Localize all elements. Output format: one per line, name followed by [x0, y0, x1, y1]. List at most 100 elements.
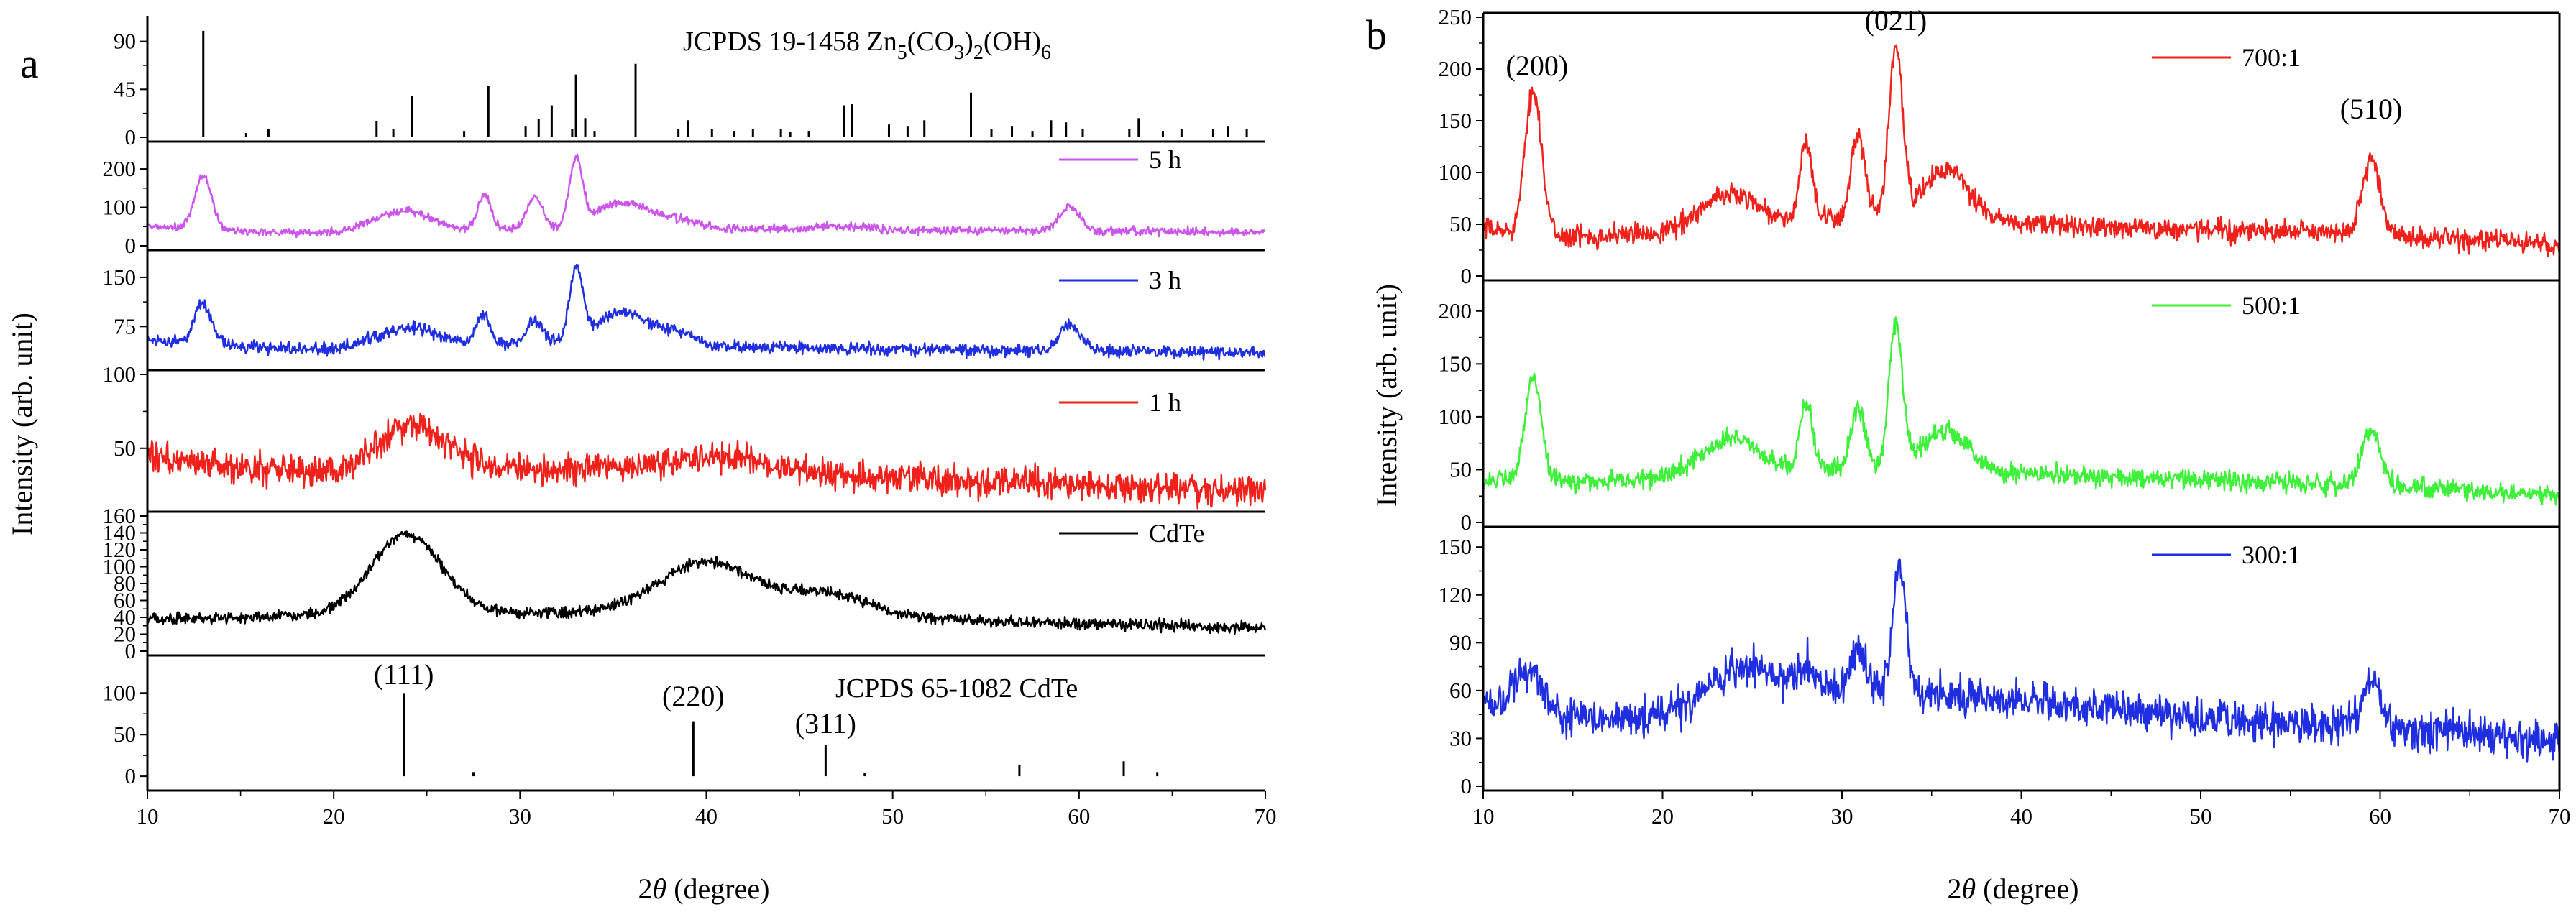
a-cdte-ytick-label: 160	[103, 503, 137, 528]
panel-a-ylabel: Intensity (arb. unit)	[6, 313, 38, 535]
panel-b-xtick-label: 50	[2190, 803, 2212, 829]
a-5h-legend-label: 5 h	[1149, 145, 1181, 174]
panel-b-xtick-label: 40	[2010, 803, 2032, 829]
a-1h-legend-label: 1 h	[1149, 388, 1181, 417]
a-ref-top-title-sub3: 2	[973, 42, 984, 64]
b-500-ytick-label: 100	[1439, 404, 1472, 429]
a-cdte-ytick-label: 80	[114, 571, 136, 596]
panel-b-xtick-label: 30	[1831, 803, 1853, 829]
panel-a-xaxis: 10 20 30 40 50 60 70	[137, 791, 1277, 829]
b-700-peak-label: (021)	[1865, 4, 1928, 37]
b-300-legend-label: 300:1	[2242, 540, 2301, 569]
panel-a-xtick-label: 40	[695, 803, 718, 829]
a-ref-top-ytick-label: 45	[114, 76, 136, 101]
panel-b-letter: b	[1366, 11, 1387, 58]
a-cdte-legend-label: CdTe	[1149, 519, 1204, 548]
a-cdte-series-line	[146, 530, 1267, 635]
panel-b-xaxis: 10 20 30 40 50 60 70	[1472, 791, 2571, 829]
b-700-ytick-label: 150	[1439, 108, 1472, 133]
a-3h-subplot: 75 150 3 h	[103, 249, 1266, 372]
a-ref-bottom-ytick-label: 50	[114, 722, 136, 747]
panel-a-xlabel-suffix: (degree)	[666, 872, 769, 905]
a-ref-bottom-title: JCPDS 65-1082 CdTe	[835, 673, 1078, 704]
a-5h-series-line	[146, 153, 1266, 239]
b-700-ytick-label: 100	[1439, 160, 1472, 185]
b-700-subplot: 0 50 100 150 200 250 700:1 (200) (021) (510)	[1439, 4, 2561, 288]
a-3h-ytick-label: 75	[114, 313, 136, 338]
panel-a-xlabel-prefix: 2	[638, 872, 653, 905]
panel-a-xtick-label: 30	[509, 803, 531, 829]
panel-b-xtick-label: 70	[2549, 803, 2571, 829]
panel-a-xtick-label: 60	[1068, 803, 1090, 829]
panel-b-ylabel: Intensity (arb. unit)	[1370, 284, 1403, 507]
panel-b-xtick-label: 20	[1651, 803, 1674, 829]
panel-a-xtick-label: 20	[323, 803, 345, 829]
a-ref-bottom-peak-label: (111)	[374, 658, 434, 691]
panel-b-plot: 050100150200250700:1(200)(021)(510)05010…	[1439, 4, 2571, 829]
a-ref-bottom-subplot: 0 50 100 (111) (220) (311)	[103, 654, 1265, 792]
b-700-peak-label: (200)	[1506, 50, 1569, 82]
panel-a-letter: a	[20, 40, 39, 87]
a-cdte-ytick-label: 0	[125, 638, 137, 663]
a-1h-series-line	[146, 413, 1267, 510]
b-700-series-line	[1482, 44, 2561, 257]
a-ref-top-title-sub1: 5	[897, 42, 907, 64]
b-500-ytick-label: 150	[1439, 351, 1472, 376]
a-1h-subplot: 50 100 1 h	[103, 361, 1267, 513]
a-ref-bottom-ytick-label: 0	[125, 763, 137, 788]
a-ref-top-title: JCPDS 19-1458 Zn5(CO3)2(OH)6	[683, 27, 1051, 64]
a-ref-top-ytick-label: 90	[114, 29, 136, 54]
panel-b-xlabel-theta: θ	[1962, 872, 1976, 905]
a-ref-top-title-mid3: (OH)	[984, 27, 1041, 57]
a-3h-series-line	[146, 264, 1266, 361]
a-5h-ytick-label: 200	[103, 156, 137, 181]
b-300-subplot: 0 30 60 90 120 150 300:1	[1439, 525, 2561, 798]
a-ref-bottom-peak-label: (220)	[662, 680, 725, 712]
a-ref-bottom-peak-label: (311)	[795, 707, 856, 740]
b-500-ytick-label: 0	[1461, 510, 1472, 535]
b-500-ytick-label: 50	[1449, 456, 1472, 482]
a-ref-top-title-sub2: 3	[954, 42, 964, 64]
a-cdte-ytick-label: 100	[103, 554, 137, 579]
b-300-ytick-label: 60	[1449, 678, 1472, 703]
b-700-ytick-label: 200	[1439, 56, 1472, 81]
a-5h-ytick-label: 100	[103, 195, 137, 220]
b-500-subplot: 0 50 100 150 200 500:1	[1439, 279, 2561, 535]
panel-b-xlabel: 2θ (degree)	[1948, 872, 2079, 905]
a-ref-top-title-main: JCPDS 19-1458 Zn	[683, 27, 897, 57]
b-300-series-line	[1482, 558, 2561, 763]
b-300-ytick-label: 120	[1439, 582, 1472, 607]
panel-a-xtick-label: 70	[1255, 803, 1277, 829]
b-300-ytick-label: 0	[1461, 773, 1472, 798]
a-5h-ytick-label: 0	[125, 233, 137, 258]
b-500-ytick-label: 200	[1439, 298, 1472, 323]
b-700-ytick-label: 50	[1449, 211, 1472, 236]
a-ref-top-title-mid2: )	[964, 27, 973, 57]
b-500-series-line	[1482, 316, 2560, 506]
a-cdte-ytick-label: 140	[103, 520, 137, 545]
b-700-ytick-label: 250	[1439, 4, 1472, 29]
a-3h-legend-label: 3 h	[1149, 266, 1181, 295]
a-1h-ytick-label: 50	[114, 436, 136, 461]
a-cdte-ytick-label: 120	[103, 537, 137, 562]
b-300-ytick-label: 150	[1439, 534, 1472, 559]
a-cdte-ytick-label: 60	[114, 588, 136, 613]
b-700-ytick-label: 0	[1461, 263, 1472, 288]
panel-b-xlabel-prefix: 2	[1948, 872, 1962, 905]
a-ref-top-title-mid1: (CO	[907, 27, 954, 57]
panel-b-xtick-label: 10	[1472, 803, 1495, 829]
a-cdte-ytick-label: 20	[114, 622, 136, 647]
b-300-ytick-label: 90	[1449, 630, 1472, 655]
panel-a-xtick-label: 10	[137, 803, 159, 829]
a-ref-bottom-ytick-label: 100	[103, 680, 137, 705]
panel-b-xlabel-suffix: (degree)	[1976, 872, 2078, 905]
b-500-legend-label: 500:1	[2242, 291, 2301, 320]
a-3h-ytick-label: 150	[103, 264, 137, 290]
b-300-ytick-label: 30	[1449, 725, 1472, 750]
a-ref-top-title-sub4: 6	[1041, 42, 1051, 64]
panel-a-xlabel: 2θ (degree)	[638, 872, 770, 905]
a-5h-subplot: 0 100 200 5 h	[103, 140, 1266, 258]
